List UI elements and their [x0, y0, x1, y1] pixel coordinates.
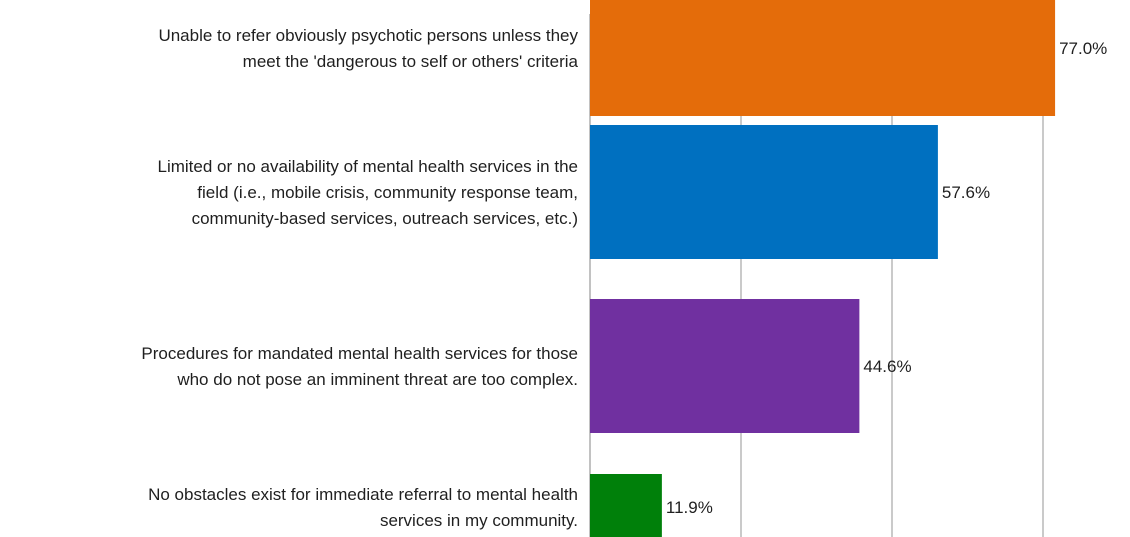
category-tick-label: Procedures for mandated mental health se… — [141, 344, 578, 363]
data-label: 44.6% — [863, 357, 911, 376]
data-label: 57.6% — [942, 183, 990, 202]
category-tick-label: who do not pose an imminent threat are t… — [176, 370, 578, 389]
data-label: 77.0% — [1059, 39, 1107, 58]
category-tick-label: Unable to refer obviously psychotic pers… — [158, 26, 578, 45]
category-tick-label: Limited or no availability of mental hea… — [158, 157, 579, 176]
data-label: 11.9% — [666, 498, 713, 517]
category-tick-label: No obstacles exist for immediate referra… — [148, 485, 578, 504]
category-tick-label: field (i.e., mobile crisis, community re… — [197, 183, 578, 202]
bar — [590, 0, 1055, 116]
bar — [590, 474, 662, 537]
category-tick-label: community-based services, outreach servi… — [192, 209, 578, 228]
bar — [590, 125, 938, 259]
category-tick-label: meet the 'dangerous to self or others' c… — [243, 52, 579, 71]
bar — [590, 299, 859, 433]
category-tick-label: services in my community. — [380, 511, 578, 530]
